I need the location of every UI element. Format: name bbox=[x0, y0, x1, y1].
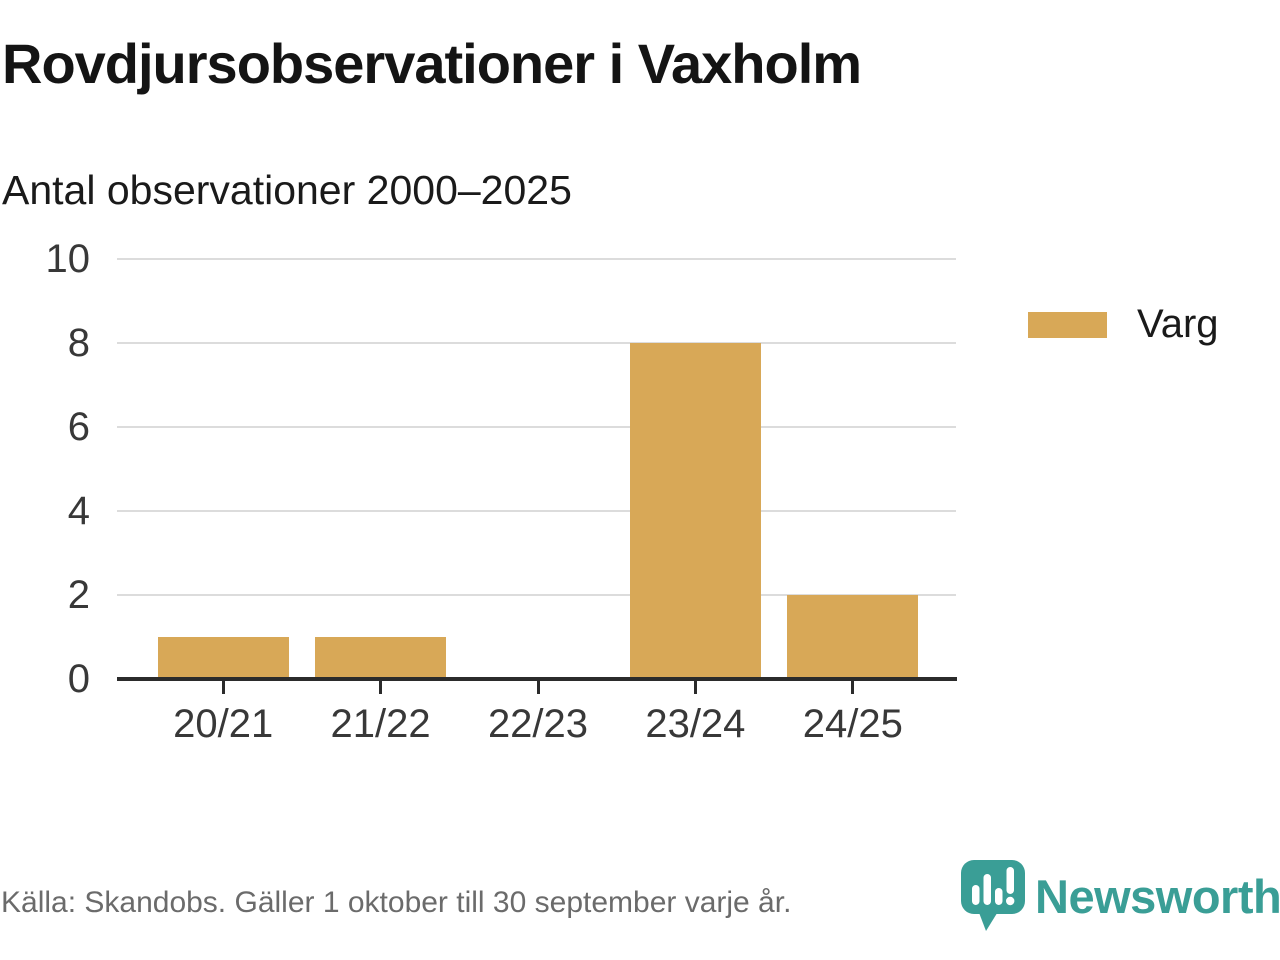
x-axis-tick-23-24 bbox=[693, 680, 697, 694]
legend-label-varg: Varg bbox=[1137, 302, 1219, 346]
chart-title: Rovdjursobservationer i Vaxholm bbox=[2, 32, 862, 95]
y-axis-label-4: 4 bbox=[67, 489, 90, 533]
legend-swatch-varg bbox=[1028, 311, 1107, 338]
y-axis-label-8: 8 bbox=[67, 321, 90, 365]
gridline-6 bbox=[117, 426, 956, 428]
x-axis-line bbox=[117, 677, 957, 681]
x-axis-tick-22-23 bbox=[536, 680, 540, 694]
x-axis-label-21-22: 21/22 bbox=[330, 702, 431, 746]
bar-20-21 bbox=[157, 637, 289, 679]
bar-23-24 bbox=[629, 343, 761, 679]
x-axis-tick-24-25 bbox=[851, 680, 855, 694]
x-axis-label-22-23: 22/23 bbox=[487, 702, 589, 746]
legend: Varg bbox=[1028, 302, 1219, 347]
bar-21-22 bbox=[315, 637, 447, 679]
gridline-8 bbox=[117, 342, 956, 344]
newsworthy-wordmark: Newsworthy bbox=[1035, 870, 1280, 923]
x-axis-tick-21-22 bbox=[379, 680, 383, 694]
x-axis-label-20-21: 20/21 bbox=[173, 702, 274, 746]
newsworthy-logo: Newsworthy bbox=[961, 860, 1280, 934]
gridline-2 bbox=[117, 594, 956, 596]
y-axis-label-0: 0 bbox=[67, 657, 90, 701]
x-axis-tick-20-21 bbox=[221, 680, 225, 694]
source-note: Källa: Skandobs. Gäller 1 oktober till 3… bbox=[1, 886, 792, 919]
x-axis-label-24-25: 24/25 bbox=[802, 702, 903, 746]
y-axis-label-2: 2 bbox=[67, 573, 90, 617]
bar-24-25 bbox=[787, 595, 919, 679]
y-axis-label-10: 10 bbox=[45, 237, 91, 281]
chart-subtitle: Antal observationer 2000–2025 bbox=[2, 167, 572, 213]
x-axis-label-23-24: 23/24 bbox=[645, 702, 746, 746]
gridline-4 bbox=[117, 510, 956, 512]
y-axis-label-6: 6 bbox=[67, 405, 90, 449]
newsworthy-speech-bubble-icon bbox=[961, 860, 1025, 931]
gridline-10 bbox=[117, 258, 956, 260]
